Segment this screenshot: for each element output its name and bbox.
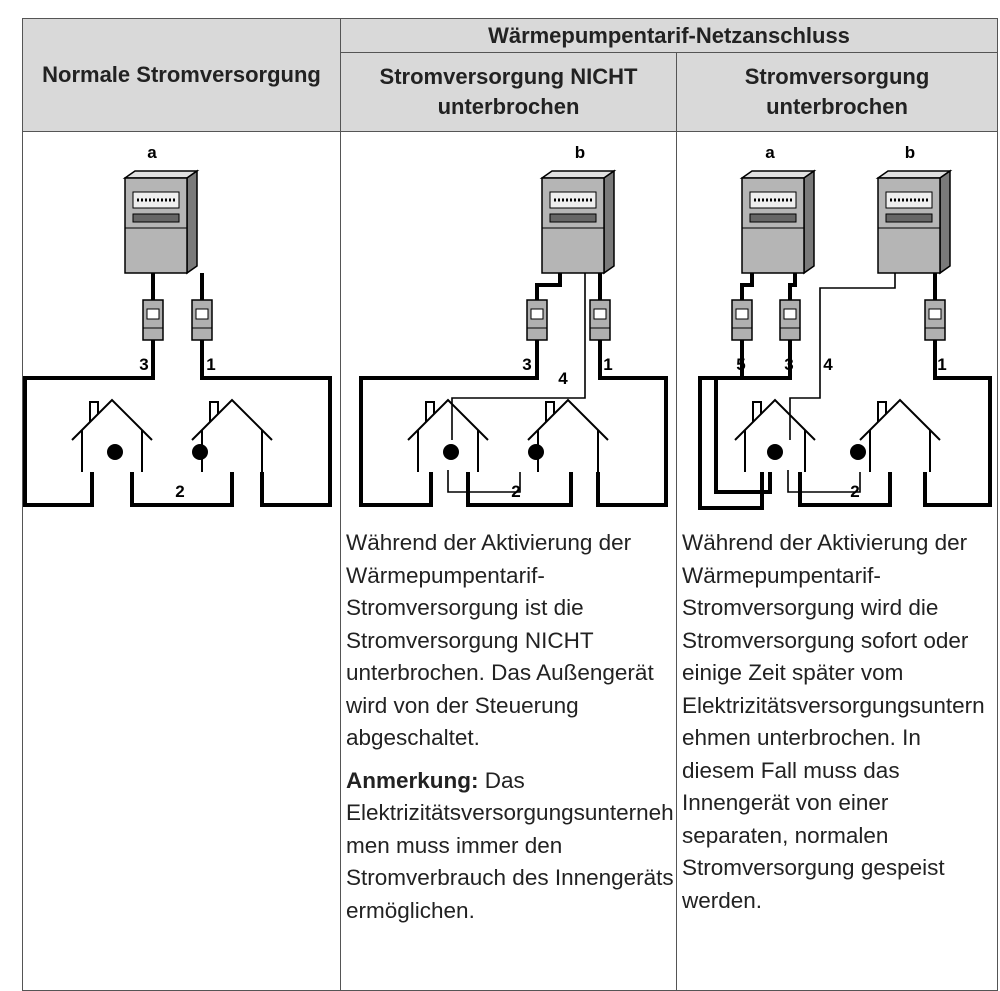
header-text: Stromversorgung unterbrochen [744,64,930,119]
cell-text: Während der Aktivierung der Wärmepumpent… [346,527,674,937]
paragraph: Während der Aktivierung der Wärmepumpent… [682,530,985,913]
wiring-diagrams: a 3 1 2 b 3 4 1 2 a b 5 3 4 [23,143,992,510]
diagram-label: b [905,143,915,162]
header-cell: Stromversorgung NICHT unterbrochen [340,52,677,132]
note-text: Das Elektrizitätsversorgungsunternehmen … [346,767,674,923]
diagram-label: 3 [139,355,148,374]
header-text: Normale Stromversorgung [42,62,321,87]
cell-text: Während der Aktivierung der Wärmepumpent… [682,527,996,927]
diagram-label: 4 [558,369,568,388]
diagram-label: 4 [823,355,833,374]
header-text: Wärmepumpentarif-Netzanschluss [488,22,850,48]
diagram-label: 2 [850,482,859,501]
header-cell: Normale Stromversorgung [22,18,341,132]
diagram-interrupted: a b 5 3 4 1 2 [698,143,992,510]
diagram-label: 2 [175,482,184,501]
diagram-label: 1 [206,355,215,374]
diagram-label: b [575,143,585,162]
diagram-label: 2 [511,482,520,501]
diagram-label: 1 [937,355,946,374]
diagram-label: 5 [736,355,745,374]
diagram-normal: a 3 1 2 [23,143,332,507]
note: Anmerkung: Das Elektrizitätsversorgungsu… [346,765,674,928]
diagram-label: 1 [603,355,612,374]
note-label: Anmerkung: [346,767,479,793]
diagram-label: a [147,143,157,162]
diagram-label: a [765,143,775,162]
diagram-label: 3 [784,355,793,374]
diagram-label: 3 [522,355,531,374]
diagram-not-interrupted: b 3 4 1 2 [359,143,668,507]
paragraph: Während der Aktivierung der Wärmepumpent… [346,530,654,750]
header-text: Stromversorgung NICHT unterbrochen [379,64,638,119]
